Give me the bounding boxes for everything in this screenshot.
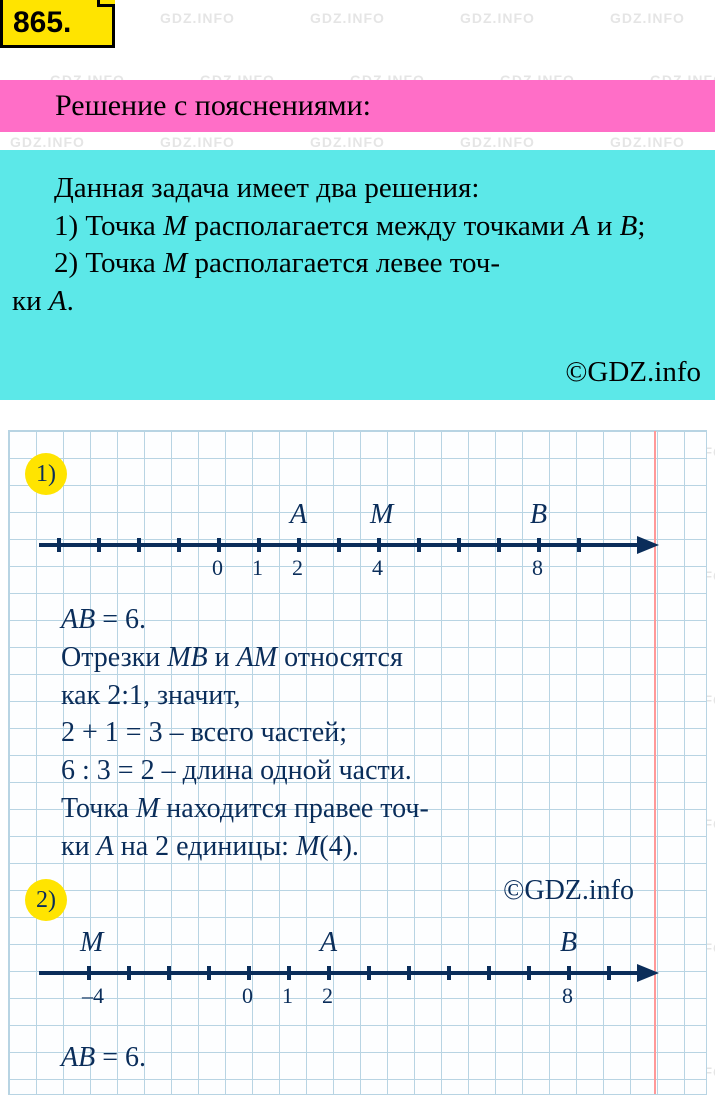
explanation-line-3: 2) Точка M располагается левее точ- (12, 245, 703, 283)
explanation-line-2: 1) Точка M располагается между точками A… (12, 208, 703, 246)
sol2-line1: AB = 6. (61, 1039, 146, 1077)
sol1-line6: Точка M находится правее точ- (61, 790, 429, 828)
numberline-label-top: A (320, 927, 337, 959)
sol1-line5: 6 : 3 = 2 – длина одной части. (61, 752, 429, 790)
numberline-label-bottom: 8 (562, 983, 573, 1009)
sol1-line2: Отрезки MB и AM относятся (61, 639, 429, 677)
solution-block-2: AB = 6. (61, 1039, 146, 1077)
explanation-line-1: Данная задача имеет два решения: (12, 170, 703, 208)
number-line-1 (39, 533, 659, 573)
task-badge: 865. (0, 0, 115, 48)
explanation-box: Данная задача имеет два решения: 1) Точк… (0, 150, 715, 400)
numberline-label-bottom: 2 (292, 555, 303, 581)
numberline-label-top: M (80, 927, 103, 959)
numberline-label-top: A (290, 499, 307, 531)
sol1-line7: ки A на 2 единицы: M(4). (61, 828, 429, 866)
grid-paper: 1) AB = 6. Отрезки MB и AM относятся как… (8, 430, 707, 1095)
copyright-cyan: ©GDZ.info (565, 354, 701, 392)
numberline-label-bottom: 8 (532, 555, 543, 581)
solution-block-1: AB = 6. Отрезки MB и AM относятся как 2:… (61, 601, 429, 866)
numberline-label-bottom: 4 (372, 555, 383, 581)
numberline-label-bottom: 1 (282, 983, 293, 1009)
numberline-label-bottom: 0 (212, 555, 223, 581)
numberline-label-top: B (560, 927, 577, 959)
numberline-label-bottom: 0 (242, 983, 253, 1009)
task-badge-tab (97, 0, 115, 7)
solution-header-text: Решение с пояснениями: (55, 89, 371, 123)
numberline-label-top: M (370, 499, 393, 531)
sol1-line1: AB = 6. (61, 601, 429, 639)
explanation-line-4: ки A. (12, 283, 703, 321)
section-badge-1: 1) (25, 453, 67, 495)
sol1-line4: 2 + 1 = 3 – всего частей; (61, 714, 429, 752)
copyright-grid: ©GDZ.info (503, 875, 634, 907)
section-badge-2: 2) (25, 879, 67, 921)
numberline-label-bottom: –4 (82, 983, 104, 1009)
numberline-label-bottom: 2 (322, 983, 333, 1009)
solution-header-bar: Решение с пояснениями: (0, 80, 715, 132)
numberline-label-top: B (530, 499, 547, 531)
numberline-label-bottom: 1 (252, 555, 263, 581)
task-number: 865. (3, 0, 112, 46)
sol1-line3: как 2:1, значит, (61, 677, 429, 715)
